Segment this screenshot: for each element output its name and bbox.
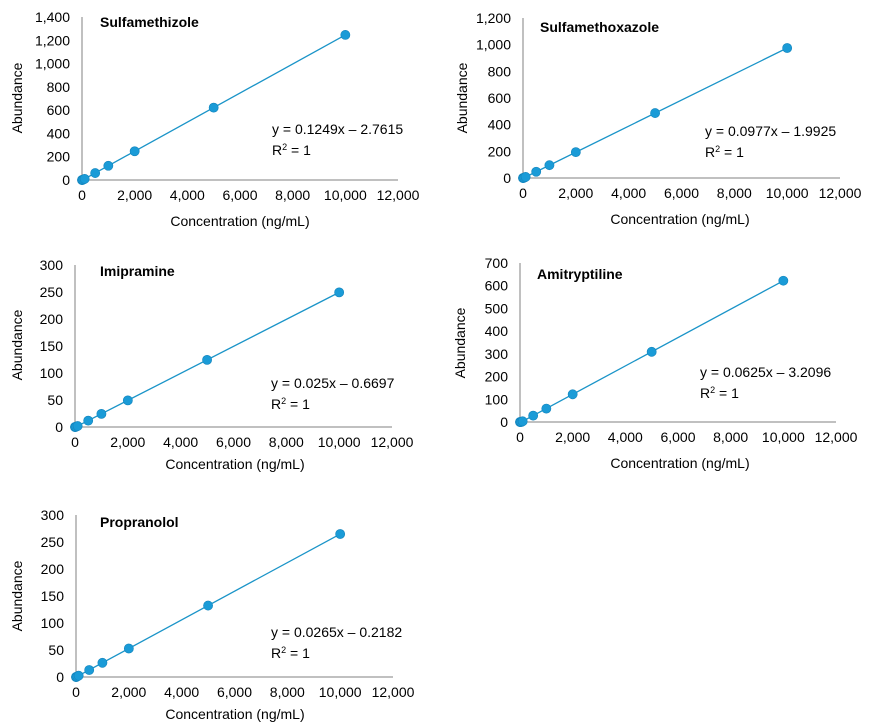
x-tick-label: 6,000 [660,429,695,445]
data-point [529,411,538,420]
y-tick-label: 600 [485,278,509,294]
y-tick-label: 150 [41,588,65,604]
x-tick-label: 0 [72,684,80,700]
x-tick-label: 4,000 [608,429,643,445]
data-point [336,529,345,538]
y-tick-label: 300 [485,346,509,362]
x-tick-label: 10,000 [319,684,362,700]
y-tick-label: 300 [41,507,65,523]
y-tick-label: 200 [485,369,509,385]
x-tick-label: 8,000 [713,429,748,445]
x-tick-label: 8,000 [270,684,305,700]
data-point [518,417,527,426]
y-tick-label: 100 [41,615,65,631]
data-point [203,601,212,610]
data-point [647,347,656,356]
y-tick-label: 100 [485,391,509,407]
y-axis-title: Abundance [452,307,468,378]
x-tick-label: 6,000 [217,684,252,700]
x-tick-label: 4,000 [164,684,199,700]
x-tick-label: 0 [516,429,524,445]
x-tick-label: 2,000 [111,684,146,700]
y-tick-label: 500 [485,300,509,316]
data-point [568,390,577,399]
chart-title: Propranolol [100,514,179,530]
y-tick-label: 50 [48,642,64,658]
x-tick-label: 2,000 [555,429,590,445]
y-tick-label: 250 [41,534,65,550]
y-axis-title: Abundance [9,560,25,631]
x-axis-title: Concentration (ng/mL) [165,706,304,722]
data-point [779,276,788,285]
r-squared-label: R2 = 1 [700,385,739,401]
r-squared-label: R2 = 1 [271,645,310,661]
y-tick-label: 0 [56,669,64,685]
trendline-equation: y = 0.0265x – 0.2182 [271,624,402,640]
y-tick-label: 0 [500,414,508,430]
chart-panel-propranolol: Abundance Concentration (ng/mL) Proprano… [0,0,440,725]
data-point [98,658,107,667]
x-tick-label: 12,000 [815,429,858,445]
x-tick-label: 10,000 [762,429,805,445]
data-point [74,671,83,680]
data-point [542,404,551,413]
propranolol-chart: Abundance Concentration (ng/mL) Proprano… [0,0,440,725]
x-tick-label: 12,000 [372,684,415,700]
y-tick-label: 400 [485,323,509,339]
chart-title: Amitryptiline [537,266,623,282]
data-point [85,665,94,674]
y-tick-label: 700 [485,255,509,271]
trendline-equation: y = 0.0625x – 3.2096 [700,364,831,380]
x-axis-title: Concentration (ng/mL) [610,455,749,471]
data-point [124,644,133,653]
y-tick-label: 200 [41,561,65,577]
